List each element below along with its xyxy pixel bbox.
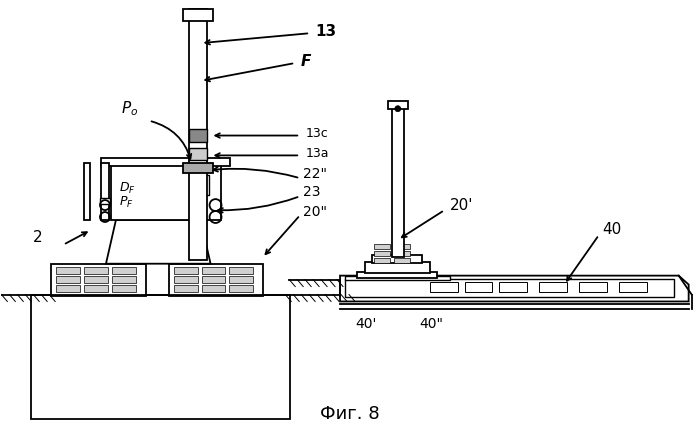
Bar xyxy=(357,272,437,278)
Text: $D_F$: $D_F$ xyxy=(119,181,136,196)
Bar xyxy=(100,198,110,204)
Text: 23: 23 xyxy=(303,185,321,199)
Bar xyxy=(374,258,390,263)
Bar xyxy=(51,264,146,296)
Bar xyxy=(56,276,80,283)
Bar xyxy=(465,282,492,292)
Bar xyxy=(619,282,647,292)
Text: 20": 20" xyxy=(303,205,327,219)
Bar xyxy=(112,267,136,274)
Bar xyxy=(539,282,567,292)
Circle shape xyxy=(395,106,401,112)
Text: 13c: 13c xyxy=(305,127,328,140)
Text: 2: 2 xyxy=(34,230,43,245)
Bar xyxy=(191,175,208,195)
Bar xyxy=(372,255,421,263)
Text: 40: 40 xyxy=(602,222,621,238)
Text: Фиг. 8: Фиг. 8 xyxy=(320,405,380,423)
Text: $P_o$: $P_o$ xyxy=(121,99,138,118)
Bar xyxy=(394,251,410,256)
Bar xyxy=(189,148,207,160)
Bar xyxy=(365,262,430,272)
Text: 13a: 13a xyxy=(305,147,329,160)
Bar xyxy=(189,9,207,260)
Bar xyxy=(499,282,527,292)
Bar xyxy=(168,264,264,296)
Bar xyxy=(229,285,253,292)
Polygon shape xyxy=(340,276,689,301)
Bar xyxy=(345,279,674,297)
Bar xyxy=(111,164,220,220)
Bar xyxy=(388,101,408,109)
Bar xyxy=(392,106,404,257)
Bar xyxy=(430,282,458,292)
Bar xyxy=(101,164,109,220)
Text: 22": 22" xyxy=(303,167,327,181)
Bar xyxy=(101,158,231,166)
Text: F: F xyxy=(300,54,310,68)
Bar xyxy=(201,285,226,292)
Bar xyxy=(84,276,108,283)
Bar xyxy=(31,294,290,419)
Bar xyxy=(229,276,253,283)
Text: 20': 20' xyxy=(449,198,473,213)
Bar xyxy=(173,285,198,292)
Bar xyxy=(201,276,226,283)
Text: 40": 40" xyxy=(419,317,444,331)
Bar xyxy=(173,267,198,274)
Bar xyxy=(345,276,449,279)
Bar xyxy=(112,276,136,283)
Text: 40': 40' xyxy=(355,317,376,331)
Bar xyxy=(182,164,212,173)
Bar xyxy=(374,244,390,249)
Bar xyxy=(84,164,90,220)
Text: 13: 13 xyxy=(315,24,336,39)
Polygon shape xyxy=(106,220,210,264)
Bar xyxy=(189,129,207,143)
Bar xyxy=(84,267,108,274)
Bar xyxy=(394,244,410,249)
Bar xyxy=(56,285,80,292)
Bar xyxy=(394,258,410,263)
Bar xyxy=(56,267,80,274)
Bar xyxy=(229,267,253,274)
Bar xyxy=(201,267,226,274)
Bar xyxy=(374,251,390,256)
Bar xyxy=(112,285,136,292)
Bar xyxy=(84,285,108,292)
Text: $P_F$: $P_F$ xyxy=(119,194,134,210)
Bar xyxy=(579,282,607,292)
Bar xyxy=(182,9,212,21)
Bar xyxy=(173,276,198,283)
